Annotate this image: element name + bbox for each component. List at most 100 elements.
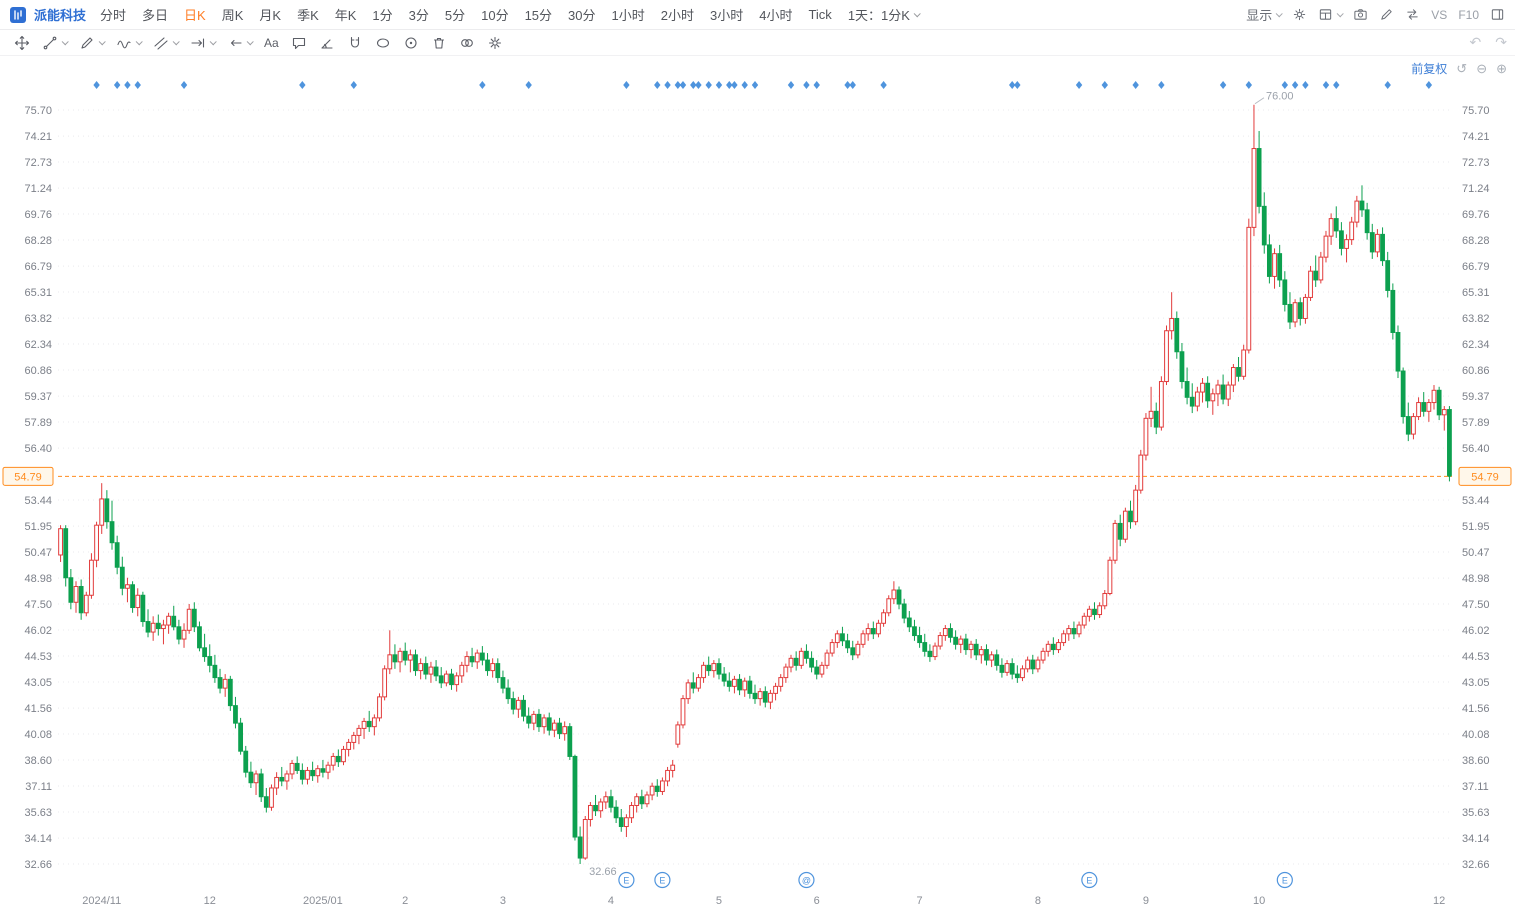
svg-text:48.98: 48.98	[24, 573, 52, 585]
draw-pencil-tool[interactable]	[73, 35, 110, 51]
tab-15分[interactable]: 15分	[524, 8, 553, 23]
tab-3分[interactable]: 3分	[408, 8, 429, 23]
svg-text:63.82: 63.82	[24, 313, 52, 325]
tab-3小时[interactable]: 3小时	[709, 8, 744, 23]
tab-分时[interactable]: 分时	[100, 8, 127, 23]
svg-text:12: 12	[204, 895, 216, 907]
svg-text:65.31: 65.31	[24, 287, 52, 299]
svg-text:43.05: 43.05	[24, 677, 52, 689]
svg-text:63.82: 63.82	[1462, 313, 1490, 325]
tab-月K[interactable]: 月K	[259, 8, 282, 23]
svg-text:40.08: 40.08	[24, 729, 52, 741]
vs-button[interactable]: VS	[1431, 7, 1448, 22]
chevron-down-icon	[913, 10, 921, 18]
interval-selector[interactable]: 1天：1分K	[840, 5, 927, 24]
tab-日K[interactable]: 日K	[184, 8, 206, 23]
tab-1分[interactable]: 1分	[372, 8, 393, 23]
tab-年K[interactable]: 年K	[334, 8, 357, 23]
annotations-layer: 76.00 32.66	[589, 91, 1293, 878]
svg-text:38.60: 38.60	[24, 755, 52, 767]
compare-icon[interactable]	[1405, 7, 1420, 22]
target-tool[interactable]	[397, 35, 425, 51]
f10-button[interactable]: F10	[1458, 7, 1479, 22]
svg-text:71.24: 71.24	[24, 183, 52, 195]
zoom-in-icon[interactable]: ⊕	[1496, 60, 1507, 76]
svg-text:65.31: 65.31	[1462, 287, 1490, 299]
angle-tool[interactable]	[313, 35, 341, 51]
link-rings-tool[interactable]	[453, 35, 481, 51]
svg-text:2024/11: 2024/11	[82, 895, 121, 907]
svg-text:74.21: 74.21	[24, 131, 52, 143]
svg-text:51.95: 51.95	[24, 521, 52, 533]
svg-text:37.11: 37.11	[1462, 781, 1489, 793]
display-selector-label: 显示	[1246, 8, 1273, 23]
tab-周K[interactable]: 周K	[221, 8, 244, 23]
svg-text:40.08: 40.08	[1462, 729, 1490, 741]
display-selector[interactable]: 显示	[1246, 5, 1284, 24]
svg-text:4: 4	[608, 895, 614, 907]
current-price-line: 54.79 54.79	[2, 466, 1512, 486]
svg-text:48.98: 48.98	[1462, 573, 1490, 585]
period-tabs: 分时 多日 日K 周K 月K 季K 年K 1分 3分 5分 10分 15分 30分 1小时 2小时 3小时 4小…	[92, 5, 840, 24]
svg-text:74.21: 74.21	[1462, 131, 1490, 143]
gear-icon[interactable]	[1292, 7, 1307, 22]
candlestick-chart[interactable]: 75.70 75.70 74.21 74.21 72.73 72.73 71.24 71.24…	[0, 56, 1515, 915]
tab-1小时[interactable]: 1小时	[611, 8, 645, 23]
panel-icon[interactable]	[1490, 7, 1505, 22]
wave-tool[interactable]	[110, 35, 147, 51]
svg-text:59.37: 59.37	[24, 391, 52, 403]
move-tool[interactable]	[8, 35, 36, 51]
chevron-down-icon	[209, 38, 217, 46]
adjust-mode-label[interactable]: 前复权	[1411, 62, 1448, 76]
camera-icon[interactable]	[1353, 7, 1368, 22]
tab-Tick[interactable]: Tick	[808, 7, 832, 22]
layout-icon[interactable]	[1318, 7, 1345, 22]
svg-text:43.05: 43.05	[1462, 677, 1490, 689]
tab-多日[interactable]: 多日	[142, 8, 169, 23]
svg-text:60.86: 60.86	[1462, 365, 1490, 377]
app-logo-icon[interactable]	[10, 6, 26, 23]
svg-text:38.60: 38.60	[1462, 755, 1490, 767]
arrow-left-tool[interactable]	[221, 35, 258, 51]
svg-text:7: 7	[917, 895, 923, 907]
settings-tool[interactable]	[481, 35, 509, 51]
svg-text:12: 12	[1433, 895, 1445, 907]
tab-2小时[interactable]: 2小时	[660, 8, 694, 23]
redo-icon[interactable]: ↷	[1495, 34, 1507, 50]
svg-text:E: E	[623, 876, 629, 886]
history-controls: ↶ ↷	[1470, 34, 1507, 51]
svg-text:53.44: 53.44	[24, 495, 52, 507]
tab-30分[interactable]: 30分	[568, 8, 596, 23]
undo-icon[interactable]: ↶	[1469, 34, 1482, 50]
trend-line-tool[interactable]	[36, 35, 73, 51]
zoom-out-icon[interactable]: ⊖	[1476, 60, 1488, 76]
svg-text:37.11: 37.11	[25, 781, 52, 793]
reset-zoom-icon[interactable]: ↺	[1456, 60, 1468, 76]
chevron-down-icon	[246, 38, 254, 46]
delete-tool[interactable]	[425, 35, 453, 51]
svg-text:72.73: 72.73	[1462, 157, 1490, 169]
channel-tool[interactable]	[147, 35, 184, 51]
tab-10分[interactable]: 10分	[481, 8, 509, 23]
text-tool[interactable]: Aa	[264, 35, 279, 50]
svg-text:71.24: 71.24	[1462, 183, 1490, 195]
bottom-event-markers: E E @ E E	[618, 871, 1293, 889]
svg-text:75.70: 75.70	[1462, 105, 1490, 117]
tab-季K[interactable]: 季K	[297, 8, 319, 23]
edit-pencil-icon[interactable]	[1379, 7, 1394, 22]
comment-tool[interactable]	[285, 35, 313, 51]
svg-text:2: 2	[402, 895, 408, 907]
svg-text:50.47: 50.47	[1462, 547, 1490, 559]
chevron-down-icon	[98, 38, 106, 46]
x-axis-labels: 2024/11 12 2025/01 2 3 4 5 6 7 8 9 10 12	[82, 895, 1445, 907]
tab-5分[interactable]: 5分	[444, 8, 466, 23]
svg-text:8: 8	[1035, 895, 1041, 907]
toolbar-right: 显示 VS F10	[1246, 5, 1505, 24]
arrow-extend-tool[interactable]	[184, 35, 221, 51]
tab-4小时[interactable]: 4小时	[759, 8, 793, 23]
ellipse-tool[interactable]	[369, 35, 397, 51]
stock-symbol[interactable]: 派能科技	[34, 8, 87, 23]
magnet-tool[interactable]	[341, 35, 369, 51]
svg-text:35.63: 35.63	[1462, 807, 1490, 819]
svg-text:44.53: 44.53	[24, 651, 52, 663]
